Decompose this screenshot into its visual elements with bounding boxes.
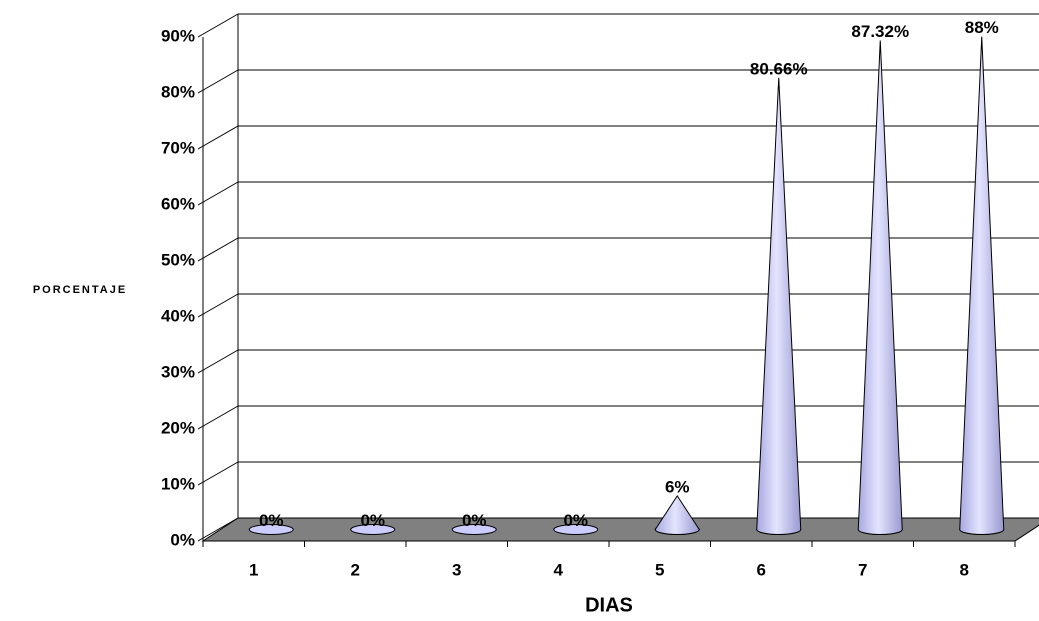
y-tick xyxy=(197,293,239,318)
y-tick xyxy=(197,69,239,94)
y-axis-label: PORCENTAJE xyxy=(33,284,127,296)
y-tick-label: 60% xyxy=(161,194,195,213)
cone-base xyxy=(553,524,599,535)
value-label: 88% xyxy=(965,18,999,37)
y-tick xyxy=(197,181,239,206)
y-tick xyxy=(197,237,239,262)
x-tick-label: 2 xyxy=(351,560,360,579)
cone xyxy=(553,524,599,535)
x-tick-label: 1 xyxy=(249,560,258,579)
y-tick-label: 80% xyxy=(161,82,195,101)
cone-base xyxy=(451,524,497,535)
x-tick-label: 3 xyxy=(452,560,461,579)
y-tick xyxy=(197,405,239,430)
y-tick-label: 40% xyxy=(161,306,195,325)
y-tick-label: 0% xyxy=(170,530,195,549)
cone xyxy=(756,77,802,535)
cone xyxy=(451,524,497,535)
value-label: 87.32% xyxy=(851,22,909,41)
y-tick-label: 30% xyxy=(161,362,195,381)
cone-base xyxy=(248,524,294,535)
value-label: 0% xyxy=(259,511,284,530)
x-tick-label: 5 xyxy=(655,560,664,579)
cone xyxy=(248,524,294,535)
cone-side xyxy=(654,494,700,535)
x-axis-label: DIAS xyxy=(585,594,633,616)
cone xyxy=(654,494,700,535)
value-label: 0% xyxy=(462,511,487,530)
cone xyxy=(959,36,1005,535)
value-label: 6% xyxy=(665,477,690,496)
x-tick-label: 8 xyxy=(960,560,969,579)
cone-side xyxy=(857,40,903,535)
x-tick-label: 4 xyxy=(554,560,564,579)
y-tick xyxy=(197,125,239,150)
cone xyxy=(857,40,903,535)
y-tick xyxy=(197,13,239,38)
cone-side xyxy=(959,36,1005,535)
value-label: 0% xyxy=(360,511,385,530)
x-tick-label: 7 xyxy=(858,560,867,579)
y-tick-label: 10% xyxy=(161,474,195,493)
value-label: 80.66% xyxy=(750,59,808,78)
y-tick xyxy=(197,461,239,486)
value-label: 0% xyxy=(563,511,588,530)
cone-base xyxy=(350,524,396,535)
y-tick-label: 20% xyxy=(161,418,195,437)
y-tick xyxy=(197,349,239,374)
cone-side xyxy=(756,77,802,535)
cone xyxy=(350,524,396,535)
x-tick-label: 6 xyxy=(757,560,766,579)
y-tick-label: 50% xyxy=(161,250,195,269)
y-tick-label: 70% xyxy=(161,138,195,157)
y-tick-label: 90% xyxy=(161,26,195,45)
floor xyxy=(201,517,1039,542)
